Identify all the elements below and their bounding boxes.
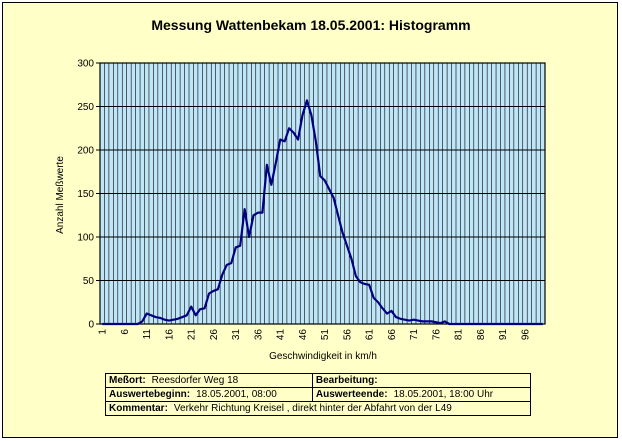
y-tick-label: 250	[77, 102, 94, 113]
x-tick-label: 76	[431, 329, 442, 341]
x-axis-label: Geschwindigkeit in km/h	[269, 351, 377, 362]
chart-frame: Messung Wattenbekam 18.05.2001: Histogra…	[2, 2, 618, 438]
series-line	[102, 99, 543, 326]
auswertebeginn-label: Auswertebeginn:	[109, 389, 191, 400]
x-tick-label: 1	[98, 329, 109, 335]
info-table: Meßort: Reesdorfer Weg 18 Bearbeitung: Au…	[105, 373, 532, 416]
auswerteende-value: 18.05.2001, 18:00 Uhr	[393, 389, 494, 400]
auswerteende-label: Auswerteende:	[315, 389, 388, 400]
kommentar-label: Kommentar:	[109, 403, 168, 414]
plot-border	[99, 62, 546, 325]
y-tick-label: 150	[77, 189, 94, 200]
x-tick-label: 81	[454, 329, 465, 341]
bearbeitung-cell: Bearbeitung:	[311, 373, 532, 388]
y-tick-label: 50	[83, 276, 95, 287]
messort-label: Meßort:	[109, 375, 146, 386]
x-tick-label: 91	[498, 329, 509, 341]
x-tick-label: 41	[276, 329, 287, 341]
x-tick-label: 86	[476, 329, 487, 341]
y-tick-label: 100	[77, 233, 94, 244]
info-row-3: Kommentar: Verkehr Richtung Kreisel , dir…	[105, 401, 531, 416]
auswertebeginn-cell: Auswertebeginn: 18.05.2001, 08:00	[105, 387, 313, 402]
kommentar-value: Verkehr Richtung Kreisel , direkt hinter…	[173, 403, 452, 414]
y-tick-label: 200	[77, 146, 94, 157]
x-tick-label: 16	[164, 329, 175, 341]
info-row-2: Auswertebeginn: 18.05.2001, 08:00 Auswert…	[105, 387, 532, 402]
x-tick-label: 6	[120, 329, 131, 335]
y-tick-label: 0	[88, 320, 94, 331]
x-tick-label: 46	[298, 329, 309, 341]
y-tick-label: 300	[77, 59, 94, 70]
x-tick-label: 51	[320, 329, 331, 341]
messort-cell: Meßort: Reesdorfer Weg 18	[105, 373, 313, 388]
chart-title: Messung Wattenbekam 18.05.2001: Histogra…	[151, 17, 471, 33]
auswertebeginn-value: 18.05.2001, 08:00	[196, 389, 277, 400]
x-tick-label: 71	[409, 329, 420, 341]
x-tick-label: 11	[142, 329, 153, 340]
bearbeitung-label: Bearbeitung:	[315, 375, 378, 386]
x-tick-label: 26	[209, 329, 220, 341]
info-row-1: Meßort: Reesdorfer Weg 18 Bearbeitung:	[105, 373, 532, 388]
x-tick-label: 31	[231, 329, 242, 341]
x-tick-label: 36	[253, 329, 264, 341]
x-tick-label: 61	[365, 329, 376, 341]
x-tick-label: 66	[387, 329, 398, 341]
auswerteende-cell: Auswerteende: 18.05.2001, 18:00 Uhr	[311, 387, 532, 402]
y-axis-label: Anzahl Meßwerte	[55, 156, 66, 234]
messort-value: Reesdorfer Weg 18	[151, 375, 239, 386]
x-tick-label: 21	[187, 329, 198, 341]
x-tick-label: 96	[520, 329, 531, 341]
kommentar-cell: Kommentar: Verkehr Richtung Kreisel , dir…	[105, 401, 531, 416]
x-tick-label: 56	[342, 329, 353, 341]
